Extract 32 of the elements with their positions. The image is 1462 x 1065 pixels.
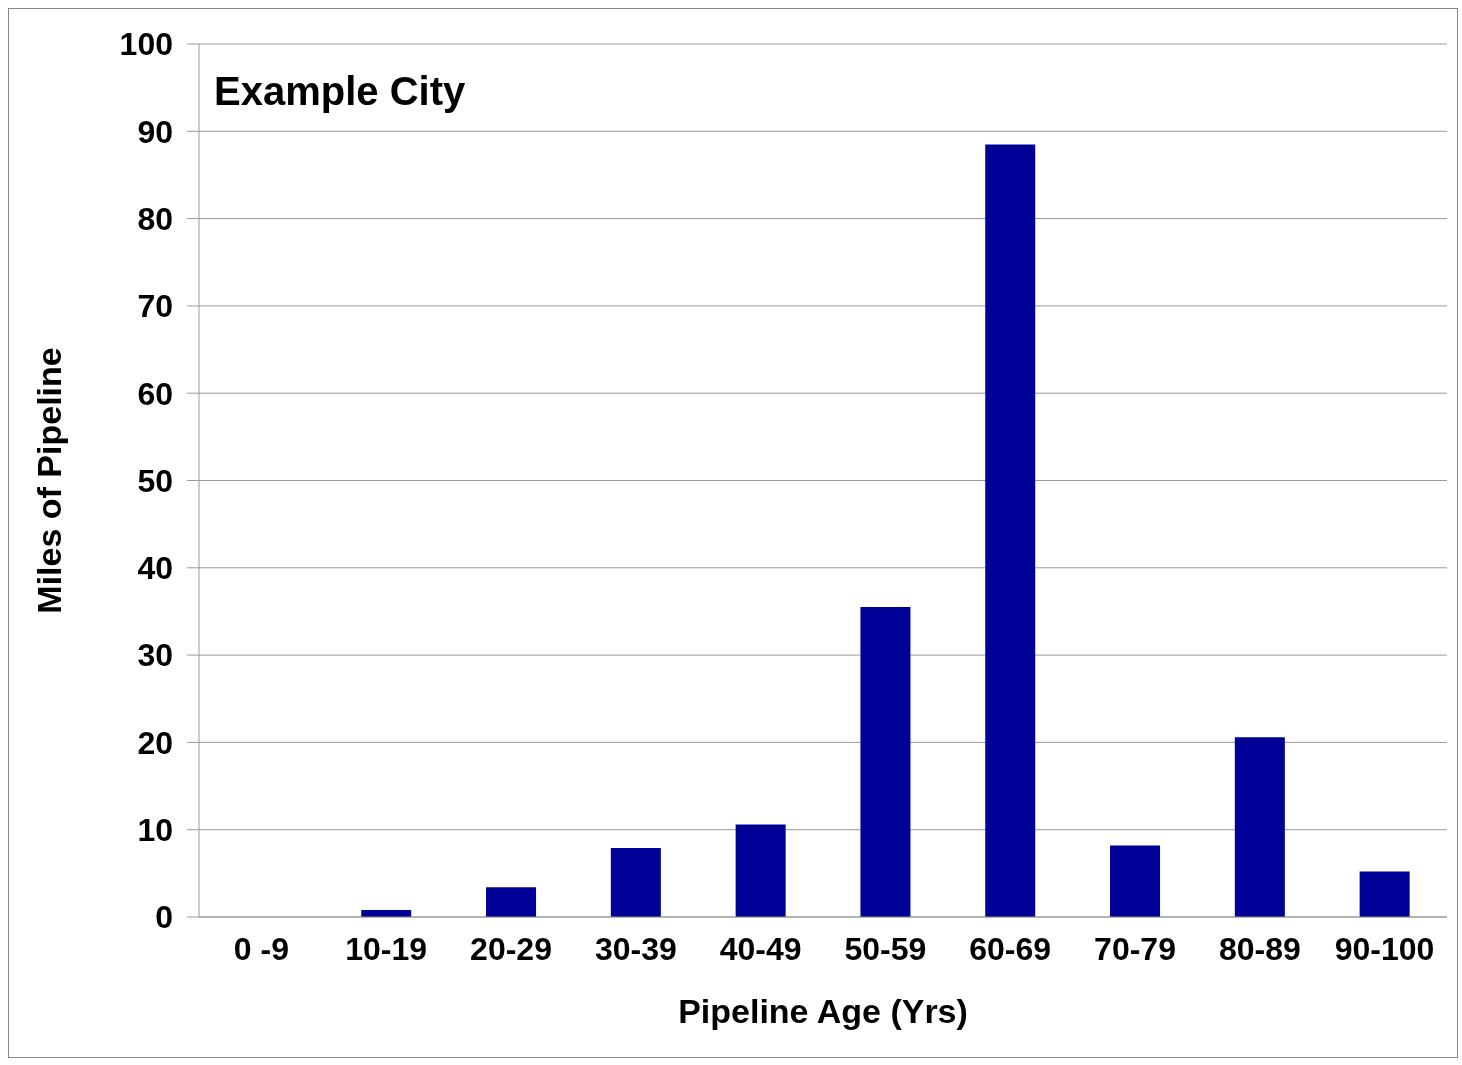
bar bbox=[1359, 871, 1410, 917]
bar bbox=[985, 144, 1036, 917]
y-tick-label: 40 bbox=[137, 550, 173, 587]
y-tick-label: 80 bbox=[137, 200, 173, 237]
x-tick-label: 60-69 bbox=[969, 930, 1052, 967]
bar bbox=[735, 824, 786, 917]
x-tick-label: 70-79 bbox=[1094, 930, 1176, 967]
x-tick-label: 40-49 bbox=[719, 930, 802, 967]
y-tick-label: 20 bbox=[137, 724, 173, 761]
x-tick-label: 0 -9 bbox=[233, 930, 289, 967]
bar bbox=[1234, 737, 1285, 917]
y-axis-title: Miles of Pipeline bbox=[30, 347, 69, 614]
x-tick-label: 30-39 bbox=[594, 930, 677, 967]
x-tick-label: 90-100 bbox=[1334, 930, 1435, 967]
x-tick-label: 50-59 bbox=[844, 930, 927, 967]
bar bbox=[1110, 845, 1161, 917]
x-tick-label: 20-29 bbox=[470, 930, 552, 967]
y-tick-label: 60 bbox=[137, 375, 173, 412]
y-tick-label: 30 bbox=[137, 637, 173, 674]
x-axis-title: Pipeline Age (Yrs) bbox=[678, 992, 968, 1030]
annotation: Example City bbox=[214, 69, 466, 114]
y-tick-label: 100 bbox=[119, 26, 173, 63]
bar bbox=[610, 848, 661, 917]
y-tick-label: 90 bbox=[137, 113, 173, 150]
y-tick-label: 0 bbox=[155, 899, 173, 936]
bar bbox=[860, 607, 911, 917]
x-tick-label: 10-19 bbox=[345, 930, 428, 967]
y-tick-label: 50 bbox=[137, 462, 173, 499]
bar bbox=[486, 887, 537, 917]
y-tick-label: 70 bbox=[137, 288, 173, 325]
x-tick-label: 80-89 bbox=[1218, 930, 1301, 967]
y-tick-label: 10 bbox=[137, 812, 173, 849]
